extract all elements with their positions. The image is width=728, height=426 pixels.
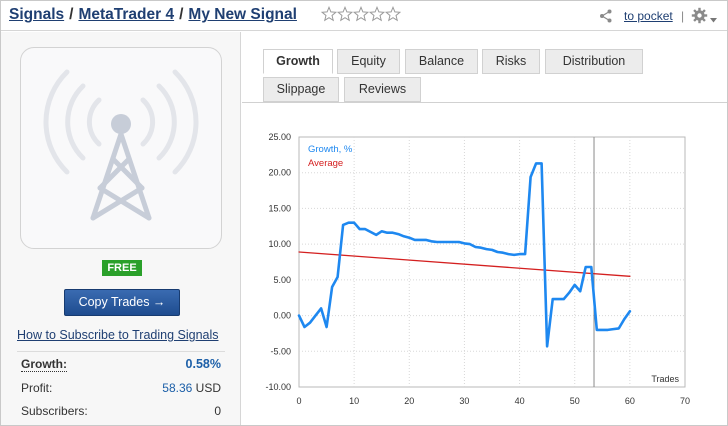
profit-value: 58.36 — [162, 381, 193, 395]
x-tick-label: 30 — [459, 396, 469, 406]
signal-content: Growth Equity Balance Risks Distribution… — [242, 32, 727, 425]
tab-risks[interactable]: Risks — [482, 49, 540, 74]
star-icon[interactable] — [384, 6, 401, 22]
stat-profit: Profit: 58.36 USD — [21, 381, 221, 397]
copy-trades-button[interactable]: Copy Trades → — [64, 289, 180, 316]
x-axis-label: Trades — [651, 374, 679, 384]
gear-icon[interactable] — [691, 7, 708, 27]
growth-chart: 0 10 20 30 40 50 60 70 -10.00 -5.00 0.00 5.00 10.00 1… — [265, 132, 690, 406]
chevron-down-icon[interactable] — [710, 12, 717, 26]
subscribe-howto-link[interactable]: How to Subscribe to Trading Signals — [17, 328, 219, 342]
signal-avatar — [20, 47, 222, 249]
breadcrumb-signals[interactable]: Signals — [9, 6, 65, 23]
stat-growth: Growth: 0.58% — [21, 357, 221, 373]
x-tick-label: 70 — [680, 396, 690, 406]
rating-stars[interactable] — [321, 6, 401, 23]
y-tick-label: 20.00 — [268, 168, 291, 178]
profit-value-group: 58.36 USD — [162, 381, 221, 395]
x-tick-label: 20 — [404, 396, 414, 406]
tab-slippage[interactable]: Slippage — [263, 77, 339, 102]
y-tick-label: -10.00 — [265, 382, 291, 392]
breadcrumb-signal-name[interactable]: My New Signal — [188, 6, 297, 23]
breadcrumb-metatrader[interactable]: MetaTrader 4 — [78, 6, 175, 23]
breadcrumb: Signals / MetaTrader 4/My New Signal — [9, 6, 297, 24]
y-tick-label: 15.00 — [268, 203, 291, 213]
star-icon[interactable] — [321, 6, 338, 22]
y-tick-label: 5.00 — [273, 275, 291, 285]
page-header: Signals / MetaTrader 4/My New Signal to po… — [1, 1, 727, 31]
y-tick-label: 25.00 — [268, 132, 291, 142]
subscribers-value: 0 — [214, 404, 221, 418]
tab-reviews[interactable]: Reviews — [344, 77, 421, 102]
header-divider: | — [681, 9, 685, 23]
y-tick-label: 0.00 — [273, 311, 291, 321]
average-series-line — [298, 251, 631, 277]
tab-distribution[interactable]: Distribution — [545, 49, 643, 74]
profit-label: Profit: — [21, 381, 53, 395]
signal-sidebar: FREE Copy Trades → How to Subscribe to T… — [1, 32, 241, 425]
breadcrumb-separator: / — [179, 6, 184, 23]
antenna-tower-icon — [43, 69, 199, 221]
stat-subscribers: Subscribers: 0 — [21, 404, 221, 420]
tab-equity[interactable]: Equity — [337, 49, 400, 74]
plot-area — [298, 136, 686, 388]
x-tick-label: 40 — [515, 396, 525, 406]
stats-divider — [17, 351, 225, 352]
y-tick-label: 10.00 — [268, 239, 291, 249]
price-badge: FREE — [102, 260, 142, 276]
x-tick-label: 0 — [296, 396, 301, 406]
tab-balance[interactable]: Balance — [405, 49, 478, 74]
x-tick-label: 10 — [349, 396, 359, 406]
growth-label: Growth: — [21, 357, 67, 372]
subscribers-label: Subscribers: — [21, 404, 88, 418]
x-tick-label: 50 — [570, 396, 580, 406]
share-icon[interactable] — [599, 9, 613, 26]
legend-average: Average — [308, 158, 343, 169]
to-pocket-link[interactable]: to pocket — [624, 9, 673, 23]
tabs-underline — [242, 102, 727, 103]
star-icon[interactable] — [368, 6, 386, 22]
x-tick-label: 60 — [625, 396, 635, 406]
growth-value: 0.58% — [185, 357, 221, 371]
profit-currency: USD — [195, 381, 221, 395]
star-icon[interactable] — [336, 6, 354, 22]
y-tick-label: -5.00 — [270, 346, 291, 356]
tab-growth[interactable]: Growth — [263, 49, 333, 74]
star-icon[interactable] — [352, 6, 370, 22]
breadcrumb-separator: / — [69, 6, 74, 23]
growth-series-line — [297, 162, 632, 348]
legend-growth: Growth, % — [308, 144, 353, 155]
